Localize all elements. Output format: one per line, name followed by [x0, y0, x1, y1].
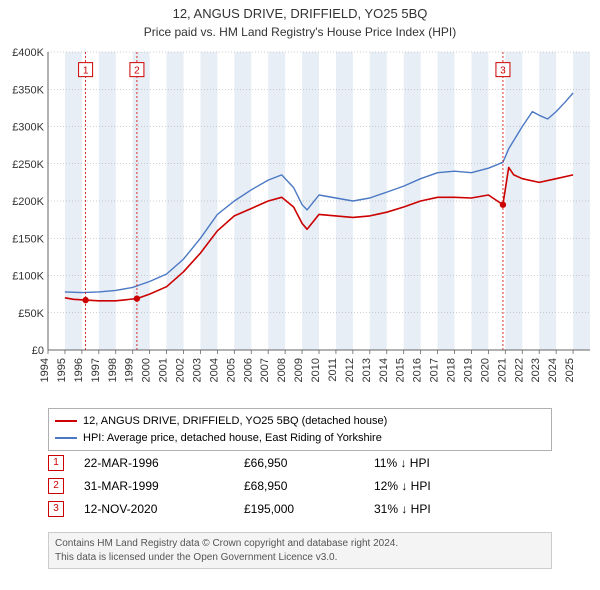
attribution: Contains HM Land Registry data © Crown c… [48, 532, 552, 569]
svg-text:2006: 2006 [242, 358, 254, 382]
legend-swatch [55, 420, 77, 422]
attribution-line: Contains HM Land Registry data © Crown c… [55, 537, 545, 551]
sale-row: 3 12-NOV-2020£195,00031% ↓ HPI [48, 498, 552, 521]
page-title: 12, ANGUS DRIVE, DRIFFIELD, YO25 5BQ [0, 0, 600, 21]
svg-text:2019: 2019 [462, 358, 474, 382]
svg-text:2015: 2015 [395, 358, 407, 382]
page-subtitle: Price paid vs. HM Land Registry's House … [0, 21, 600, 39]
svg-text:2016: 2016 [412, 358, 424, 382]
svg-text:£350K: £350K [12, 84, 44, 96]
svg-text:£200K: £200K [12, 196, 44, 208]
svg-text:2023: 2023 [530, 358, 542, 382]
sale-row: 1 22-MAR-1996£66,95011% ↓ HPI [48, 452, 552, 475]
sale-date: 31-MAR-1999 [84, 475, 244, 498]
svg-text:2020: 2020 [479, 358, 491, 382]
svg-text:2024: 2024 [547, 358, 559, 382]
svg-text:£250K: £250K [12, 159, 44, 171]
legend-swatch [55, 437, 77, 439]
legend: 12, ANGUS DRIVE, DRIFFIELD, YO25 5BQ (de… [48, 408, 552, 451]
legend-item: HPI: Average price, detached house, East… [55, 430, 545, 447]
svg-text:£100K: £100K [12, 271, 44, 283]
legend-label: 12, ANGUS DRIVE, DRIFFIELD, YO25 5BQ (de… [83, 413, 387, 430]
sale-number-badge: 1 [48, 455, 64, 471]
svg-text:2010: 2010 [310, 358, 322, 382]
sale-number-badge: 2 [48, 478, 64, 494]
svg-text:1: 1 [83, 66, 89, 77]
svg-text:£400K: £400K [12, 47, 44, 59]
svg-text:2011: 2011 [327, 358, 339, 382]
sales-table: 1 22-MAR-1996£66,95011% ↓ HPI 2 31-MAR-1999… [48, 452, 552, 520]
sale-hpi-delta: 12% ↓ HPI [374, 475, 431, 498]
svg-text:2001: 2001 [158, 358, 170, 382]
svg-text:2008: 2008 [276, 358, 288, 382]
attribution-line: This data is licensed under the Open Gov… [55, 551, 545, 565]
svg-text:2003: 2003 [191, 358, 203, 382]
svg-text:2025: 2025 [564, 358, 576, 382]
legend-item: 12, ANGUS DRIVE, DRIFFIELD, YO25 5BQ (de… [55, 413, 545, 430]
svg-text:2018: 2018 [446, 358, 458, 382]
svg-text:£150K: £150K [12, 233, 44, 245]
sale-price: £68,950 [244, 475, 374, 498]
svg-text:1997: 1997 [90, 358, 102, 382]
svg-text:£0: £0 [32, 345, 44, 357]
svg-text:2013: 2013 [361, 358, 373, 382]
svg-text:2014: 2014 [378, 358, 390, 382]
sale-price: £66,950 [244, 452, 374, 475]
svg-text:2000: 2000 [141, 358, 153, 382]
svg-text:2009: 2009 [293, 358, 305, 382]
svg-text:1994: 1994 [39, 358, 51, 382]
svg-text:2: 2 [134, 66, 140, 77]
svg-text:£50K: £50K [18, 308, 44, 320]
sale-row: 2 31-MAR-1999£68,95012% ↓ HPI [48, 475, 552, 498]
svg-text:2012: 2012 [344, 358, 356, 382]
svg-text:1995: 1995 [56, 358, 68, 382]
sale-price: £195,000 [244, 498, 374, 521]
svg-text:2005: 2005 [225, 358, 237, 382]
svg-text:1998: 1998 [107, 358, 119, 382]
svg-text:3: 3 [500, 66, 506, 77]
svg-text:2021: 2021 [496, 358, 508, 382]
svg-text:2004: 2004 [208, 358, 220, 382]
sale-date: 12-NOV-2020 [84, 498, 244, 521]
sale-hpi-delta: 31% ↓ HPI [374, 498, 431, 521]
svg-text:2007: 2007 [259, 358, 271, 382]
svg-text:1999: 1999 [124, 358, 136, 382]
sale-date: 22-MAR-1996 [84, 452, 244, 475]
legend-label: HPI: Average price, detached house, East… [83, 430, 382, 447]
svg-text:2002: 2002 [175, 358, 187, 382]
svg-text:2022: 2022 [513, 358, 525, 382]
sale-number-badge: 3 [48, 501, 64, 517]
svg-text:2017: 2017 [429, 358, 441, 382]
sale-hpi-delta: 11% ↓ HPI [374, 452, 430, 475]
svg-text:1996: 1996 [73, 358, 85, 382]
svg-text:£300K: £300K [12, 122, 44, 134]
price-chart: £0 £50K £100K £150K £200K £250K £300K £350K £400… [0, 44, 600, 400]
